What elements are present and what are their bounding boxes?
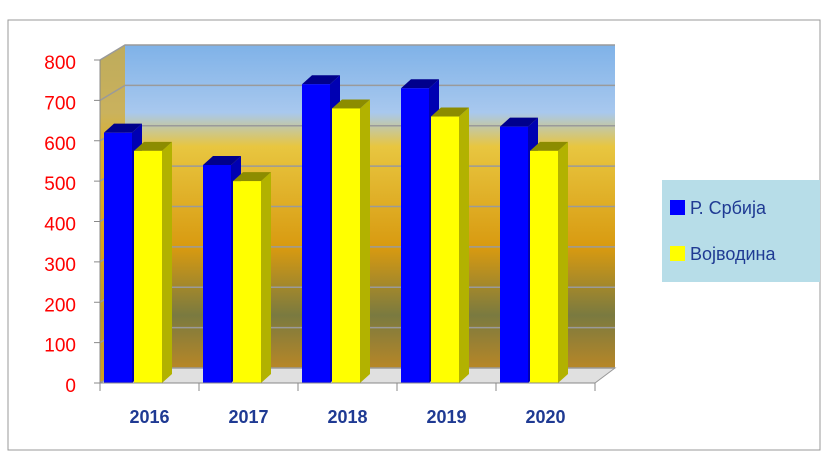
bar xyxy=(500,126,528,384)
y-tick-label: 100 xyxy=(44,336,76,357)
bar xyxy=(203,164,231,383)
bar xyxy=(530,150,558,383)
bar-top xyxy=(401,79,439,89)
bar xyxy=(134,150,162,383)
y-tick-label: 600 xyxy=(44,134,76,155)
bar-side xyxy=(162,141,172,383)
bar-top xyxy=(500,117,538,127)
x-tick-label: 2017 xyxy=(228,407,268,427)
y-tick-label: 200 xyxy=(44,295,76,316)
bar xyxy=(431,116,459,384)
grid-line xyxy=(99,44,615,61)
x-tick-label: 2018 xyxy=(327,407,367,427)
y-tick-label: 0 xyxy=(65,376,76,397)
bar-top xyxy=(431,107,469,117)
y-tick-label: 500 xyxy=(44,174,76,195)
bar-side xyxy=(558,141,568,383)
bar-top xyxy=(233,172,271,182)
y-tick-label: 700 xyxy=(44,93,76,114)
bar-side xyxy=(360,99,370,383)
y-tick-label: 800 xyxy=(44,53,76,74)
grid-line xyxy=(99,84,615,102)
bar-side xyxy=(261,172,271,383)
bar xyxy=(233,181,261,383)
legend-swatch xyxy=(670,246,685,261)
x-tick-label: 2019 xyxy=(426,407,466,427)
bar xyxy=(332,108,360,383)
bar-top xyxy=(530,141,568,151)
bar-top xyxy=(203,155,241,165)
y-tick-label: 300 xyxy=(44,255,76,276)
legend-label: Р. Србија xyxy=(690,198,767,218)
bar xyxy=(104,132,132,383)
bar-side xyxy=(459,107,469,384)
legend-swatch xyxy=(670,200,685,215)
x-tick-label: 2020 xyxy=(525,407,565,427)
legend-label: Војводина xyxy=(690,244,776,264)
bar-top xyxy=(104,123,142,133)
y-tick-label: 400 xyxy=(44,215,76,236)
bar-top xyxy=(302,75,340,85)
x-tick-label: 2016 xyxy=(129,407,169,427)
bar xyxy=(302,84,330,383)
legend-box xyxy=(662,180,820,282)
bar xyxy=(401,88,429,383)
bar-top xyxy=(332,99,370,109)
bar-top xyxy=(134,141,172,151)
